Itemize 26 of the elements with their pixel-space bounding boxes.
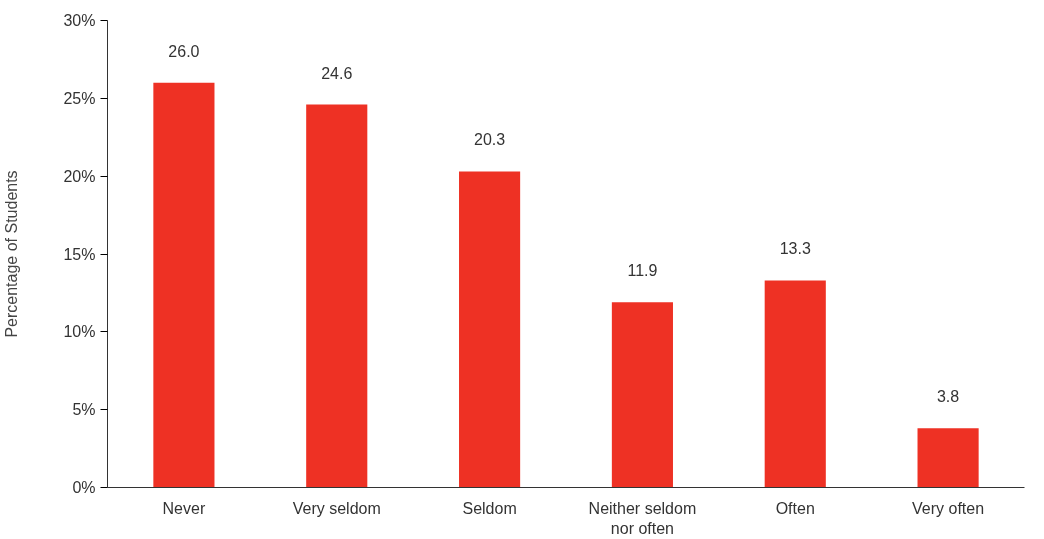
y-axis-title: Percentage of Students [3, 170, 21, 338]
x-tick-label: Very often [912, 499, 985, 517]
bar [917, 428, 979, 488]
x-tick-label: Often [775, 499, 815, 517]
bar [306, 104, 368, 488]
x-tick-label: Neither seldom nor often [588, 499, 697, 537]
data-label: 26.0 [168, 42, 200, 60]
data-label: 13.3 [779, 240, 811, 258]
y-tick-label: 30% [63, 12, 96, 29]
bar [611, 302, 673, 488]
data-label: 11.9 [627, 262, 658, 280]
data-label: 3.8 [936, 388, 960, 406]
bar [153, 82, 215, 488]
x-tick-label: Never [162, 499, 206, 517]
bar [764, 280, 826, 488]
y-tick-label: 25% [63, 89, 96, 107]
y-tick-label: 20% [63, 167, 96, 185]
data-label: 20.3 [474, 131, 506, 149]
x-tick-label: Very seldom [292, 499, 381, 517]
y-tick-label: 0% [72, 479, 96, 496]
y-tick-label: 10% [63, 323, 96, 341]
y-tick-label: 15% [63, 245, 96, 263]
data-label: 24.6 [321, 64, 353, 82]
y-tick-label: 5% [72, 401, 96, 419]
x-tick-label: Seldom [462, 499, 517, 517]
bar [459, 171, 521, 488]
